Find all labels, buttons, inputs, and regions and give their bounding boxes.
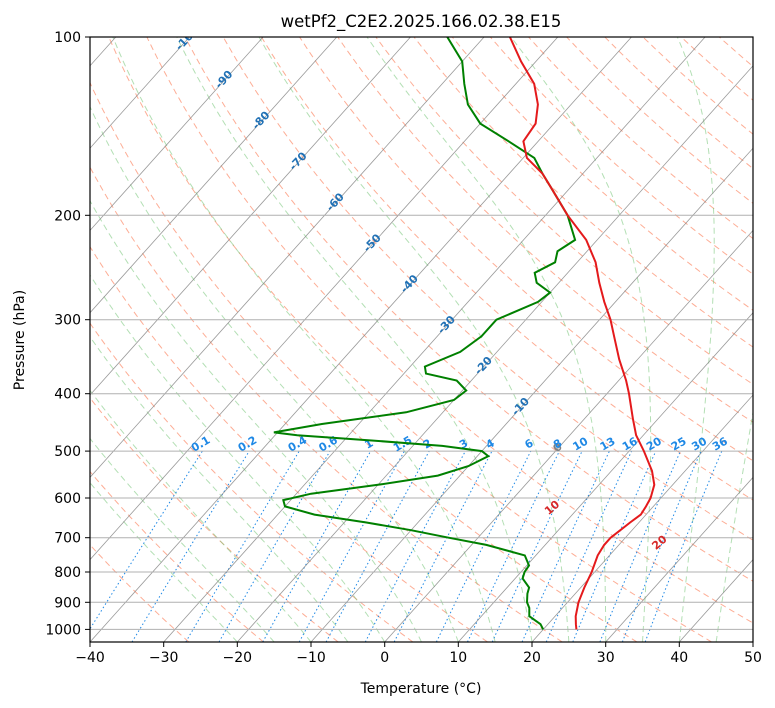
chart-title: wetPf2_C2E2.2025.166.02.38.E15: [281, 12, 562, 32]
dry-adiabat: [90, 81, 638, 642]
isotherm-line: [90, 37, 338, 314]
mixing-ratio-line: [644, 450, 723, 642]
moist-adiabat: [90, 274, 386, 642]
x-tick-label: 0: [380, 650, 389, 666]
moist-adiabat: [715, 409, 753, 642]
y-tick-label: 800: [54, 565, 81, 581]
profiles: [273, 37, 656, 630]
moist-adiabat: [90, 199, 422, 642]
dry-adiabat: [90, 245, 488, 642]
mixing-ratio-line: [621, 450, 702, 642]
x-tick-label: 50: [744, 650, 762, 666]
isotherm-line: [237, 65, 753, 642]
x-tick-label: 10: [449, 650, 467, 666]
moist-adiabat: [90, 437, 275, 642]
dry-adiabat: [108, 37, 712, 642]
plot-frame: [89, 36, 754, 643]
y-tick-label: 500: [54, 444, 81, 460]
y-tick-label: 100: [54, 30, 81, 46]
temperature-line: [508, 37, 656, 630]
dry-adiabat: [260, 37, 753, 501]
dry-adiabat: [565, 37, 753, 204]
x-axis-label: Temperature (°C): [360, 681, 482, 697]
moist-adiabat: [676, 37, 715, 642]
x-tick-label: −40: [75, 650, 105, 666]
isotherm-line: [90, 37, 190, 149]
moist-adiabat: [176, 37, 533, 642]
y-tick-label: 400: [54, 387, 81, 403]
moist-adiabat: [366, 37, 607, 642]
dry-adiabat: [527, 37, 753, 240]
y-tick-label: 300: [54, 313, 81, 329]
x-axis: −40 −30 −20 −10 0 10 20 30 40 50: [75, 642, 762, 666]
y-tick-label: 700: [54, 531, 81, 547]
mixing-ratio-line: [572, 450, 657, 642]
dry-adiabat: [337, 37, 753, 423]
y-tick-label: 200: [54, 208, 81, 224]
isotherm-line: [531, 394, 753, 642]
x-tick-label: 30: [597, 650, 615, 666]
x-tick-label: −10: [296, 650, 326, 666]
x-tick-label: −20: [223, 650, 253, 666]
dry-adiabat: [146, 37, 753, 624]
mixing-ratio-line: [545, 450, 633, 642]
moist-adiabat: [90, 481, 238, 642]
mixing-ratio-line: [325, 450, 430, 642]
dry-adiabat: [413, 37, 753, 348]
dry-adiabat: [90, 470, 264, 642]
dry-adiabat: [90, 166, 563, 642]
y-tick-label: 600: [54, 491, 81, 507]
mixing-ratio-line: [262, 450, 372, 642]
y-tick-label: 900: [54, 595, 81, 611]
mixing-ratio-line: [298, 450, 405, 642]
moist-adiabat: [510, 37, 652, 642]
isotherm-line: [458, 312, 753, 642]
y-axis-label: Pressure (hPa): [12, 290, 28, 390]
dry-adiabat: [184, 37, 753, 582]
x-tick-label: −30: [149, 650, 179, 666]
dry-adiabat: [90, 322, 414, 642]
dry-adiabat: [222, 37, 753, 541]
mixing-ratio-line: [599, 450, 681, 642]
isotherm-line: [90, 37, 485, 478]
isotherm-line: [90, 37, 411, 396]
moist-adiabat: [112, 37, 496, 642]
x-tick-label: 40: [670, 650, 688, 666]
dry-adiabat: [375, 37, 753, 385]
isotherm-line: [90, 37, 632, 642]
mixing-ratio-line: [435, 450, 532, 642]
dry-adiabat: [298, 37, 753, 462]
moist-adiabat: [258, 37, 570, 642]
dry-adiabat: [489, 37, 753, 275]
mixing-ratio-line: [90, 450, 203, 630]
background-lines: [90, 37, 753, 642]
isotherm-line: [605, 476, 753, 642]
pressure-grid: [90, 37, 753, 630]
isotherm-line: [90, 37, 264, 232]
isotherm-line: [163, 37, 706, 642]
isotherm-line: [90, 37, 559, 561]
y-tick-label: 1000: [45, 622, 81, 638]
moist-adiabat: [90, 335, 349, 642]
isotherm-line: [384, 229, 753, 642]
x-tick-label: 20: [523, 650, 541, 666]
y-axis: 100 200 300 400 500 600 700 800 900 1000: [45, 30, 90, 638]
isotherm-line: [310, 147, 753, 642]
